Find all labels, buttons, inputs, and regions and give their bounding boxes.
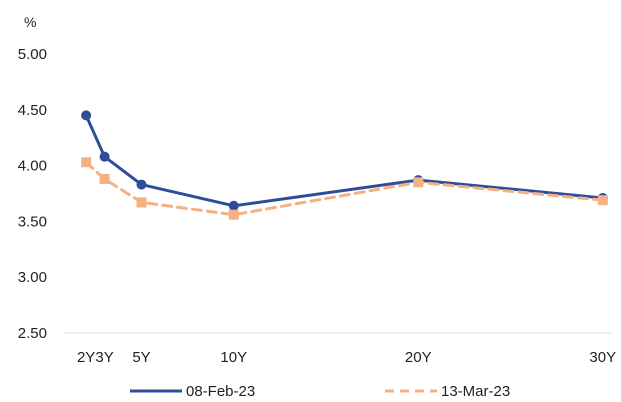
- x-tick-label: 30Y: [589, 349, 616, 366]
- y-tick-label: 3.50: [18, 213, 47, 230]
- y-tick-label: 4.50: [18, 102, 47, 119]
- series-1-point-4: [413, 177, 424, 188]
- x-tick-label: 10Y: [220, 349, 247, 366]
- legend-label-1: 13-Mar-23: [441, 383, 510, 400]
- x-tick-label: 20Y: [405, 349, 432, 366]
- series-1-point-3: [228, 209, 239, 220]
- series-1-point-5: [597, 195, 608, 206]
- y-tick-label: 3.00: [18, 269, 47, 286]
- series-layer: [81, 110, 608, 220]
- x-tick-label: 5Y: [132, 349, 150, 366]
- series-1-point-1: [99, 173, 110, 184]
- x-axis-ticks: 2Y 3Y 5Y 10Y 20Y 30Y: [77, 349, 616, 366]
- series-1-point-0: [81, 157, 92, 168]
- y-unit-label: %: [24, 14, 36, 30]
- x-tick-label: 3Y: [95, 349, 113, 366]
- legend: 08-Feb-23 13-Mar-23: [130, 383, 510, 400]
- series-0-point-0: [81, 110, 92, 121]
- series-0-point-3: [228, 200, 239, 211]
- x-tick-label: 2Y: [77, 349, 95, 366]
- y-axis-ticks: 2.50 3.00 3.50 4.00 4.50 5.00: [18, 46, 47, 342]
- legend-label-0: 08-Feb-23: [186, 383, 255, 400]
- series-0-point-2: [136, 179, 147, 190]
- series-line-0: [84, 113, 605, 208]
- y-tick-label: 4.00: [18, 158, 47, 175]
- y-tick-label: 5.00: [18, 46, 47, 63]
- series-0-point-1: [99, 151, 110, 162]
- series-1-point-2: [136, 197, 147, 208]
- y-tick-label: 2.50: [18, 325, 47, 342]
